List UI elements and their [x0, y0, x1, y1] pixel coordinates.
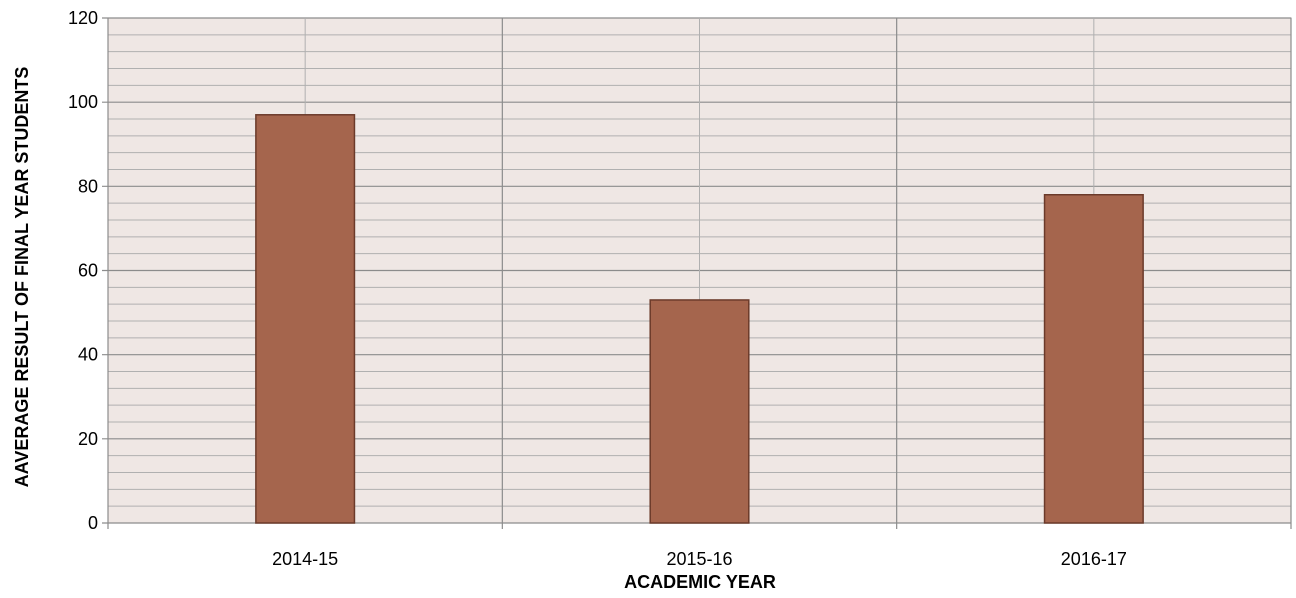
y-tick-label: 60	[78, 261, 98, 281]
x-tick-label: 2015-16	[666, 549, 732, 569]
y-axis-tick-labels: 0 20 40 60 80 100 120	[68, 8, 98, 533]
y-tick-label: 0	[88, 513, 98, 533]
bar-2015-16	[649, 299, 750, 524]
y-tick-label: 80	[78, 176, 98, 196]
x-tick-label: 2016-17	[1061, 549, 1127, 569]
x-tick-label: 2014-15	[272, 549, 338, 569]
bars	[255, 114, 1144, 524]
x-axis-tick-labels: 2014-15 2015-16 2016-17	[272, 549, 1127, 569]
y-tick-label: 120	[68, 8, 98, 28]
y-tick-label: 40	[78, 345, 98, 365]
y-axis-title: AAVERAGE RESULT OF FINAL YEAR STUDENTS	[12, 67, 32, 488]
bar-2014-15	[255, 114, 356, 524]
y-tick-label: 20	[78, 429, 98, 449]
y-tick-label: 100	[68, 92, 98, 112]
x-axis-title: ACADEMIC YEAR	[624, 572, 776, 592]
bar-2016-17	[1043, 194, 1144, 524]
